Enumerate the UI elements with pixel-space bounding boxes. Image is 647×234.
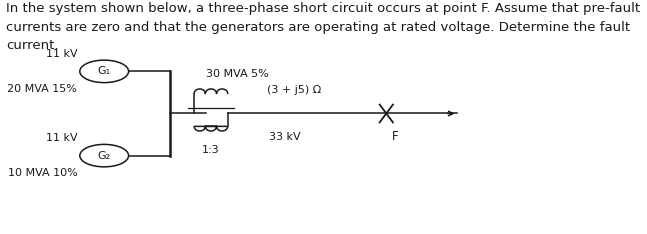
Text: 1:3: 1:3 bbox=[202, 145, 220, 155]
Text: 11 kV: 11 kV bbox=[46, 49, 77, 59]
Text: 20 MVA 15%: 20 MVA 15% bbox=[7, 84, 77, 94]
Text: G₁: G₁ bbox=[98, 66, 111, 76]
Text: 11 kV: 11 kV bbox=[46, 133, 77, 143]
Text: F: F bbox=[392, 130, 399, 143]
Text: In the system shown below, a three-phase short circuit occurs at point F. Assume: In the system shown below, a three-phase… bbox=[6, 2, 641, 52]
Text: G₂: G₂ bbox=[98, 151, 111, 161]
Text: (3 + j5) Ω: (3 + j5) Ω bbox=[267, 85, 321, 95]
Text: 10 MVA 10%: 10 MVA 10% bbox=[8, 168, 77, 178]
Text: 33 kV: 33 kV bbox=[269, 132, 301, 142]
Text: 30 MVA 5%: 30 MVA 5% bbox=[206, 69, 269, 79]
